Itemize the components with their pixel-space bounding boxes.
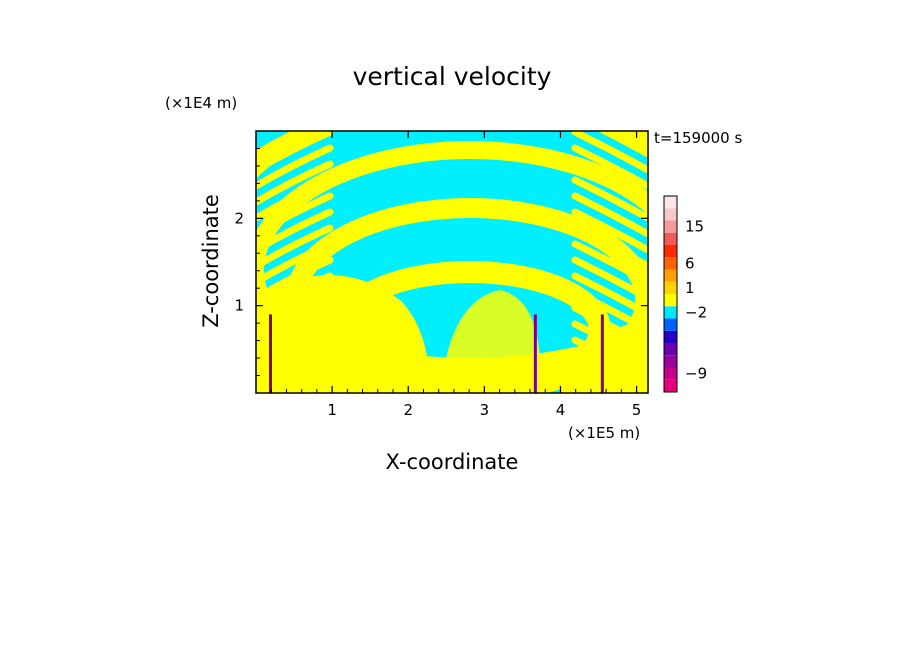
x-tick-label: 4	[556, 401, 566, 419]
colorbar-segment	[664, 196, 677, 209]
plot-frame	[255, 130, 649, 394]
velocity-band	[571, 131, 648, 174]
colorbar	[663, 195, 678, 393]
y-unit-label: (×1E4 m)	[165, 94, 237, 112]
plot-area	[256, 131, 648, 393]
x-unit-label: (×1E5 m)	[568, 424, 640, 442]
colorbar-segment	[664, 269, 677, 282]
velocity-band	[571, 144, 648, 190]
x-axis-label: X-coordinate	[386, 450, 519, 474]
velocity-band	[571, 304, 648, 350]
colorbar-segment	[664, 343, 677, 356]
colorbar-tick-label: −2	[685, 303, 707, 321]
colorbar-segment	[664, 330, 677, 343]
colorbar-segment	[664, 379, 677, 392]
velocity-band	[571, 208, 648, 254]
velocity-spike	[600, 314, 604, 393]
velocity-band	[256, 131, 334, 174]
colorbar-tick-label: −9	[685, 365, 707, 383]
velocity-bands	[256, 131, 648, 393]
velocity-band	[256, 304, 334, 350]
colorbar-segment	[664, 257, 677, 270]
velocity-band	[256, 256, 334, 302]
velocity-band	[571, 176, 648, 222]
velocity-band	[256, 208, 334, 254]
colorbar-segment	[664, 220, 677, 233]
colorbar-segment	[664, 294, 677, 307]
colorbar-segment	[664, 208, 677, 221]
colorbar-segment	[664, 306, 677, 319]
velocity-band	[597, 131, 648, 158]
time-label: t=159000 s	[654, 129, 742, 147]
x-tick-label: 2	[403, 401, 413, 419]
x-axis-ticks: 1 2 3 4 5	[270, 131, 642, 419]
x-tick-label: 5	[632, 401, 642, 419]
colorbar-labels: 15 6 1 −2 −9	[685, 218, 707, 383]
velocity-band	[256, 160, 334, 206]
velocity-band	[571, 256, 648, 302]
velocity-spike	[533, 314, 537, 393]
velocity-band	[256, 144, 334, 190]
velocity-band	[256, 272, 334, 318]
y-tick-label: 1	[234, 297, 244, 315]
velocity-band	[571, 160, 648, 206]
velocity-band	[571, 240, 648, 286]
velocity-band	[256, 131, 307, 158]
velocity-band	[571, 336, 648, 382]
velocity-band	[256, 336, 334, 382]
y-tick-label: 2	[234, 209, 244, 227]
chart-title: vertical velocity	[353, 62, 552, 91]
velocity-band	[256, 224, 334, 270]
colorbar-segment	[664, 245, 677, 258]
velocity-band	[256, 192, 334, 238]
x-tick-label: 1	[327, 401, 337, 419]
velocity-band	[571, 192, 648, 238]
y-axis-label: Z-coordinate	[199, 194, 223, 328]
colorbar-segment	[664, 367, 677, 380]
velocity-band	[571, 288, 648, 334]
velocity-band	[571, 352, 648, 393]
colorbar-tick-label: 6	[685, 254, 695, 272]
colorbar-segment	[664, 281, 677, 294]
velocity-band	[256, 288, 334, 334]
y-axis-ticks: 12	[234, 147, 648, 377]
velocity-spikes	[268, 314, 604, 393]
velocity-band	[571, 272, 648, 318]
velocity-band	[571, 224, 648, 270]
colorbar-frame	[663, 195, 678, 393]
velocity-band	[571, 320, 648, 366]
velocity-band	[256, 240, 334, 286]
x-tick-label: 3	[480, 401, 490, 419]
velocity-spike	[268, 314, 272, 393]
colorbar-tick-label: 15	[685, 218, 704, 236]
velocity-band	[256, 176, 334, 222]
colorbar-tick-label: 1	[685, 279, 695, 297]
colorbar-segment	[664, 355, 677, 368]
colorbar-segment	[664, 232, 677, 245]
velocity-band	[256, 352, 334, 393]
velocity-band	[256, 320, 334, 366]
colorbar-segment	[664, 318, 677, 331]
velocity-band	[440, 290, 541, 393]
